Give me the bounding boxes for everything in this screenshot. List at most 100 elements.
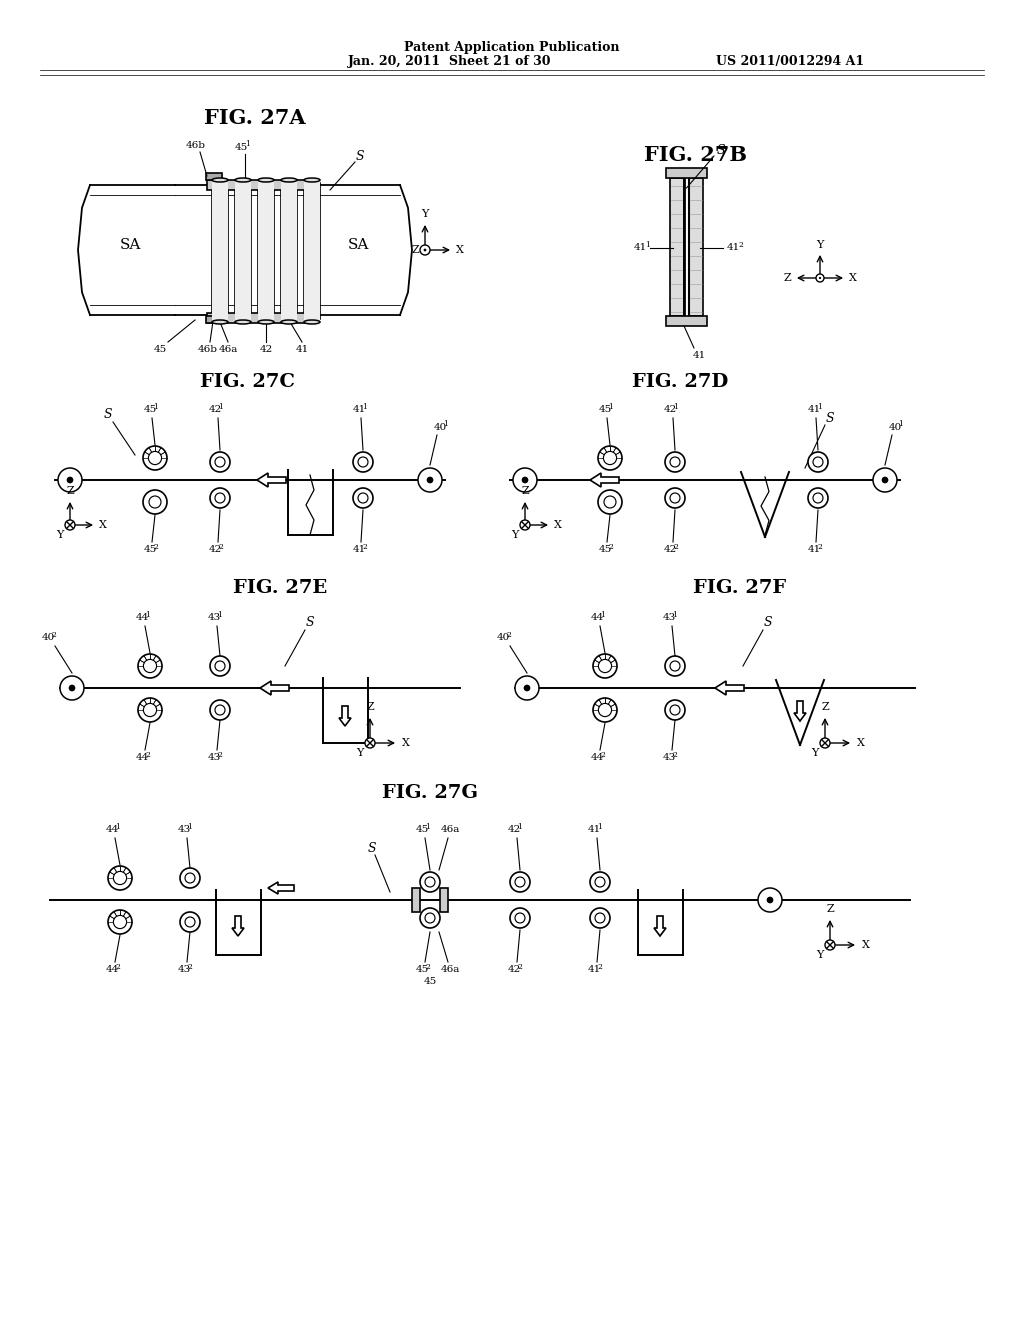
Circle shape xyxy=(523,685,530,692)
Text: 1: 1 xyxy=(218,403,223,411)
Circle shape xyxy=(598,704,611,717)
Text: 2: 2 xyxy=(517,964,522,972)
Text: SA: SA xyxy=(347,238,369,252)
Text: 42: 42 xyxy=(507,965,520,974)
Circle shape xyxy=(593,653,617,678)
Circle shape xyxy=(420,873,440,892)
Circle shape xyxy=(598,490,622,513)
Text: 2: 2 xyxy=(362,543,368,550)
Text: Y: Y xyxy=(511,531,519,540)
Circle shape xyxy=(670,661,680,671)
Text: 45: 45 xyxy=(598,405,611,414)
Circle shape xyxy=(813,457,823,467)
Text: FIG. 27C: FIG. 27C xyxy=(200,374,295,391)
Circle shape xyxy=(590,873,610,892)
Circle shape xyxy=(820,738,830,748)
Text: 2: 2 xyxy=(738,242,743,249)
Bar xyxy=(207,313,315,323)
Text: Patent Application Publication: Patent Application Publication xyxy=(404,41,620,54)
Text: S: S xyxy=(306,616,314,630)
Circle shape xyxy=(425,913,435,923)
Text: 44: 44 xyxy=(105,965,119,974)
Text: 41: 41 xyxy=(807,405,820,414)
Bar xyxy=(412,888,420,912)
Ellipse shape xyxy=(234,178,251,182)
Bar xyxy=(304,180,319,322)
Text: 41: 41 xyxy=(295,345,308,354)
Text: Z: Z xyxy=(521,486,528,496)
Circle shape xyxy=(138,653,162,678)
Circle shape xyxy=(665,451,685,473)
Text: 42: 42 xyxy=(208,545,221,554)
Text: X: X xyxy=(402,738,410,748)
Text: 2: 2 xyxy=(154,543,159,550)
Text: 45: 45 xyxy=(143,545,157,554)
Circle shape xyxy=(515,913,525,923)
Text: 2: 2 xyxy=(51,631,56,639)
Polygon shape xyxy=(260,681,289,696)
Text: Z: Z xyxy=(67,486,74,496)
Text: 40: 40 xyxy=(497,634,510,643)
Text: 1: 1 xyxy=(145,611,151,619)
Text: 43: 43 xyxy=(208,754,220,763)
Text: 1: 1 xyxy=(154,403,159,411)
Circle shape xyxy=(424,248,426,251)
Text: Z: Z xyxy=(826,904,834,913)
Text: 1: 1 xyxy=(517,822,522,832)
Bar xyxy=(258,180,274,322)
Text: S: S xyxy=(825,412,835,425)
Text: 2: 2 xyxy=(426,964,430,972)
Circle shape xyxy=(180,912,200,932)
Ellipse shape xyxy=(258,178,274,182)
Text: X: X xyxy=(456,246,464,255)
Text: SA: SA xyxy=(120,238,140,252)
Text: Y: Y xyxy=(816,950,823,960)
Text: 1: 1 xyxy=(673,611,678,619)
Text: US 2011/0012294 A1: US 2011/0012294 A1 xyxy=(716,55,864,69)
Text: 44: 44 xyxy=(135,754,148,763)
Circle shape xyxy=(767,896,773,903)
Text: 1: 1 xyxy=(187,822,193,832)
Circle shape xyxy=(185,873,195,883)
Circle shape xyxy=(215,492,225,503)
Text: FIG. 27D: FIG. 27D xyxy=(632,374,728,391)
Text: 40: 40 xyxy=(433,422,446,432)
Text: 1: 1 xyxy=(246,140,251,148)
Polygon shape xyxy=(794,701,806,721)
Circle shape xyxy=(138,698,162,722)
Circle shape xyxy=(420,908,440,928)
Circle shape xyxy=(598,446,622,470)
Text: 42: 42 xyxy=(208,405,221,414)
Ellipse shape xyxy=(281,319,297,323)
Text: 2: 2 xyxy=(608,543,613,550)
Circle shape xyxy=(665,488,685,508)
Circle shape xyxy=(510,873,530,892)
Text: Z: Z xyxy=(821,702,828,711)
Circle shape xyxy=(353,451,373,473)
Circle shape xyxy=(358,457,368,467)
Text: 40: 40 xyxy=(41,634,54,643)
Text: 46b: 46b xyxy=(186,141,206,150)
Text: FIG. 27F: FIG. 27F xyxy=(693,579,786,597)
Text: Z: Z xyxy=(412,246,419,255)
Ellipse shape xyxy=(234,319,251,323)
Ellipse shape xyxy=(304,178,319,182)
Circle shape xyxy=(510,908,530,928)
Circle shape xyxy=(180,869,200,888)
Text: Y: Y xyxy=(816,240,823,249)
Text: X: X xyxy=(99,520,106,531)
Circle shape xyxy=(665,700,685,719)
Text: 1: 1 xyxy=(362,403,368,411)
Polygon shape xyxy=(654,916,666,936)
Text: 40: 40 xyxy=(889,422,901,432)
Text: Z: Z xyxy=(367,702,374,711)
Text: 1: 1 xyxy=(600,611,605,619)
Text: 41: 41 xyxy=(726,243,739,252)
Circle shape xyxy=(114,915,127,928)
Circle shape xyxy=(143,660,157,673)
Text: 46a: 46a xyxy=(218,345,238,354)
Text: S: S xyxy=(764,616,772,630)
Circle shape xyxy=(143,490,167,513)
Circle shape xyxy=(808,451,828,473)
Text: Z: Z xyxy=(783,273,791,282)
